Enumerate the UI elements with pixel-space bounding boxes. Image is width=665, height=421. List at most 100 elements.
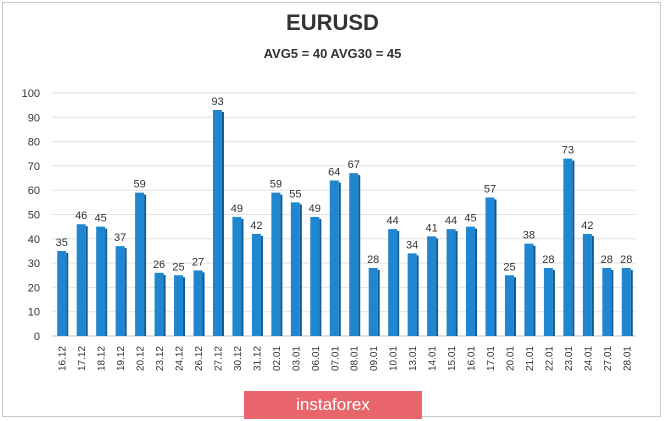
data-label: 49 [309, 203, 321, 215]
x-tick-label: 24.01 [583, 346, 594, 371]
data-label: 45 [95, 213, 107, 225]
y-tick-label: 60 [28, 185, 40, 197]
gridlines [52, 92, 636, 337]
bar [563, 158, 573, 336]
bar [232, 216, 242, 336]
bar-side [202, 272, 205, 336]
x-tick-label: 07.01 [330, 346, 341, 371]
bar [582, 233, 592, 336]
bar-side [533, 245, 536, 336]
bar [388, 229, 398, 336]
bar-side [183, 277, 186, 336]
x-tick-label: 08.01 [350, 346, 361, 371]
bar-side [494, 199, 497, 336]
bar-side [299, 204, 302, 336]
x-tick-label: 21.01 [525, 346, 536, 371]
bar [349, 173, 359, 336]
bar-side [85, 226, 88, 336]
bar-side [572, 160, 575, 336]
x-tick-label: 23.01 [564, 346, 575, 371]
data-label: 25 [503, 261, 515, 273]
bar [135, 192, 145, 336]
x-tick-label: 26.12 [194, 346, 205, 371]
x-axis-ticks: 16.12 17.12 18.12 19.12 20.12 23.12 24.12 26.12… [58, 346, 634, 371]
bar-side [241, 218, 244, 336]
bar-side [105, 228, 108, 336]
bar-side [338, 182, 341, 336]
bar [543, 267, 553, 336]
bar-side [475, 228, 478, 336]
data-label: 28 [601, 254, 613, 266]
data-label: 42 [581, 220, 593, 232]
bar [407, 253, 417, 336]
bar-side [397, 231, 400, 336]
bar [57, 250, 67, 336]
chart-title: EURUSD [286, 10, 379, 35]
data-label: 27 [192, 256, 204, 268]
bar-side [611, 269, 614, 336]
x-tick-label: 19.12 [116, 346, 127, 371]
bar [271, 192, 281, 336]
x-tick-label: 16.12 [58, 346, 69, 371]
data-label: 41 [425, 222, 437, 234]
data-label: 55 [289, 188, 301, 200]
x-tick-label: 31.12 [252, 346, 263, 371]
bar-side [552, 269, 555, 336]
bar-side [377, 269, 380, 336]
x-tick-label: 20.01 [505, 346, 516, 371]
data-label: 28 [367, 254, 379, 266]
x-tick-label: 24.12 [175, 346, 186, 371]
y-tick-label: 70 [28, 161, 40, 173]
x-tick-label: 20.12 [136, 346, 147, 371]
y-tick-label: 80 [28, 137, 40, 149]
bar [602, 267, 612, 336]
data-label: 73 [562, 145, 574, 157]
y-tick-label: 30 [28, 258, 40, 270]
bar [329, 180, 339, 336]
x-tick-label: 06.01 [311, 346, 322, 371]
x-tick-label: 22.01 [544, 346, 555, 371]
bar-side [319, 218, 322, 336]
data-label: 57 [484, 183, 496, 195]
bar-side [144, 194, 147, 336]
y-tick-label: 40 [28, 234, 40, 246]
bar [96, 226, 106, 336]
x-tick-label: 23.12 [155, 346, 166, 371]
bar [193, 270, 203, 336]
bar-side [163, 274, 166, 336]
bar-side [455, 231, 458, 336]
data-label: 26 [153, 259, 165, 271]
data-label: 45 [464, 213, 476, 225]
bar-side [358, 175, 361, 336]
data-label: 46 [75, 210, 87, 222]
data-label: 59 [270, 179, 282, 191]
bar-side [221, 112, 224, 336]
x-tick-label: 30.12 [233, 346, 244, 371]
data-label: 37 [114, 232, 126, 244]
x-tick-label: 10.01 [389, 346, 400, 371]
x-tick-label: 17.12 [77, 346, 88, 371]
y-tick-label: 100 [22, 88, 40, 100]
bar [524, 243, 534, 336]
data-label: 67 [348, 159, 360, 171]
y-axis-ticks: 0 10 20 30 40 50 60 70 80 90 100 [22, 88, 40, 343]
x-tick-label: 09.01 [369, 346, 380, 371]
data-label: 42 [250, 220, 262, 232]
data-label: 38 [523, 230, 535, 242]
bar [115, 246, 125, 336]
x-tick-label: 28.01 [622, 346, 633, 371]
x-tick-label: 16.01 [467, 346, 478, 371]
data-label: 93 [211, 96, 223, 108]
bar-side [280, 194, 283, 336]
bar-side [591, 235, 594, 336]
bar [427, 236, 437, 336]
bar [504, 275, 514, 336]
x-tick-label: 02.01 [272, 346, 283, 371]
data-label: 59 [133, 179, 145, 191]
bar [446, 229, 456, 336]
bar [290, 202, 300, 336]
y-tick-label: 0 [34, 331, 40, 343]
bar [621, 267, 631, 336]
y-tick-label: 90 [28, 112, 40, 124]
bar-side [416, 255, 419, 336]
